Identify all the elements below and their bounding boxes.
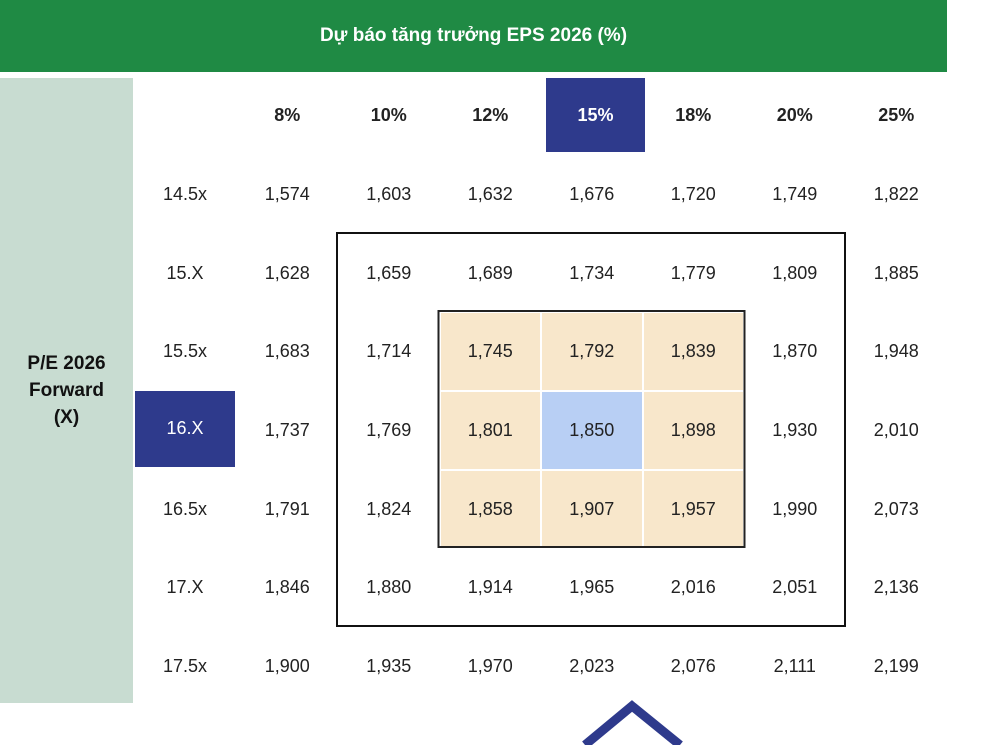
table-cell: 1,870 <box>772 341 818 362</box>
table-cell: 2,023 <box>569 656 615 677</box>
table-cell: 1,965 <box>569 577 615 598</box>
column-header: 20% <box>776 104 813 125</box>
table-cell: 1,809 <box>772 262 818 283</box>
table-cell: 1,935 <box>366 656 412 677</box>
table-cell: 1,734 <box>569 262 615 283</box>
column-header: 12% <box>472 104 509 125</box>
table-cell: 1,957 <box>642 469 744 549</box>
side-label-line: (X) <box>53 407 80 428</box>
table-cell: 2,010 <box>873 419 919 440</box>
table-cell: 1,791 <box>264 498 310 519</box>
table-cell: 1,822 <box>873 183 919 204</box>
table-cell: 1,846 <box>264 577 310 598</box>
table-cell: 2,076 <box>670 656 716 677</box>
table-cell: 1,970 <box>467 656 513 677</box>
table-cell: 1,824 <box>366 498 412 519</box>
column-header: 10% <box>370 104 407 125</box>
row-label: 16.X <box>135 390 235 467</box>
table-cell: 1,792 <box>541 312 643 392</box>
table-cell: 1,676 <box>569 183 615 204</box>
table-cell: 1,603 <box>366 183 412 204</box>
row-label: 16.5x <box>162 498 208 519</box>
table-cell: 1,907 <box>541 469 643 549</box>
table-cell: 1,801 <box>439 391 541 470</box>
table-cell: 2,016 <box>670 577 716 598</box>
table-cell: 1,779 <box>670 262 716 283</box>
table-cell: 2,199 <box>873 656 919 677</box>
column-header: 8% <box>274 104 301 125</box>
column-header: 25% <box>878 104 915 125</box>
table-cell: 2,136 <box>873 577 919 598</box>
column-header: 18% <box>675 104 712 125</box>
row-label: 14.5x <box>162 183 208 204</box>
table-cell: 1,948 <box>873 341 919 362</box>
table-cell: 1,683 <box>264 341 310 362</box>
table-cell: 1,659 <box>366 262 412 283</box>
side-label-line: P/E 2026 <box>27 353 106 374</box>
row-label: 17.X <box>166 577 204 598</box>
table-cell: 1,769 <box>366 419 412 440</box>
row-label: 17.5x <box>162 656 208 677</box>
table-cell: 1,850 <box>541 391 643 470</box>
logo <box>582 700 683 745</box>
side-label: P/E 2026 Forward (X) <box>0 78 133 703</box>
table-cell: 1,714 <box>366 341 412 362</box>
table-cell: 1,632 <box>467 183 513 204</box>
row-label: 15.X <box>166 262 204 283</box>
table-cell: 1,930 <box>772 419 818 440</box>
table-cell: 1,574 <box>264 183 310 204</box>
table-cell: 1,900 <box>264 656 310 677</box>
table-cell: 1,885 <box>873 262 919 283</box>
table-cell: 1,880 <box>366 577 412 598</box>
header-title: Dự báo tăng trưởng EPS 2026 (%) <box>0 0 947 72</box>
table-cell: 1,990 <box>772 498 818 519</box>
table-cell: 1,628 <box>264 262 310 283</box>
table-cell: 2,111 <box>773 656 816 677</box>
row-label: 15.5x <box>162 341 208 362</box>
column-header: 15% <box>546 78 645 152</box>
table-cell: 2,051 <box>772 577 818 598</box>
table-cell: 1,689 <box>467 262 513 283</box>
table-cell: 1,737 <box>264 419 310 440</box>
table-cell: 1,839 <box>642 312 744 392</box>
table-cell: 2,073 <box>873 498 919 519</box>
table-cell: 1,745 <box>439 312 541 392</box>
table-cell: 1,914 <box>467 577 513 598</box>
table-cell: 1,720 <box>670 183 716 204</box>
table-cell: 1,749 <box>772 183 818 204</box>
table-cell: 1,898 <box>642 391 744 470</box>
table-cell: 1,858 <box>439 469 541 549</box>
side-label-line: Forward <box>29 380 104 401</box>
